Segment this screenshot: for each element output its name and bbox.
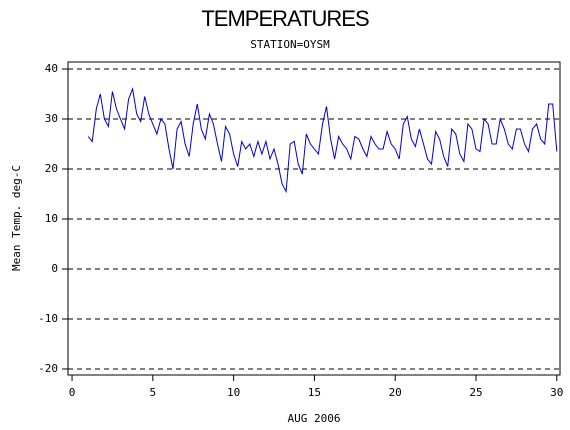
y-tick-label: 30 [45,112,58,125]
data-line [87,87,558,194]
y-tick-label: -20 [38,362,58,375]
x-tick-label: 30 [550,386,563,399]
y-axis-label: Mean Temp. deg-C [10,165,23,271]
x-tick-label: 25 [469,386,482,399]
x-tick-label: 15 [308,386,321,399]
x-axis-label: AUG 2006 [288,412,341,425]
x-tick-label: 5 [150,386,157,399]
chart-subtitle: STATION=OYSM [250,38,330,51]
y-tick-label: 40 [45,62,58,75]
x-tick-label: 10 [227,386,240,399]
x-tick-label: 20 [389,386,402,399]
x-tick-label: 0 [69,386,76,399]
y-tick-label: 10 [45,212,58,225]
y-tick-label: 20 [45,162,58,175]
y-tick-label: 0 [51,262,58,275]
chart-title: TEMPERATURES [201,6,369,31]
y-tick-label: -10 [38,312,58,325]
